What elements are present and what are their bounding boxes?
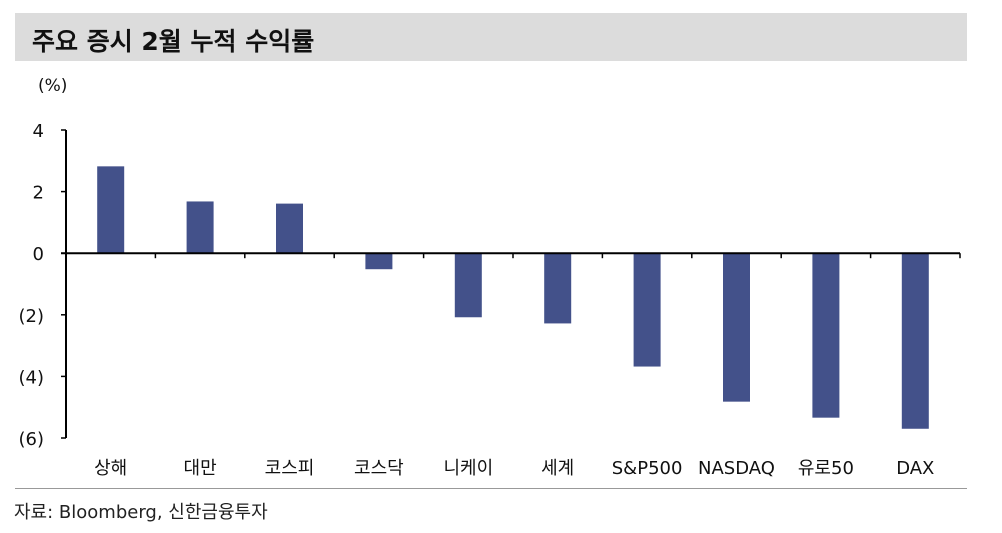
y-tick-label: (2) (19, 306, 45, 327)
bar-대만 (186, 201, 214, 254)
bar-니케이 (454, 253, 482, 318)
bar-S&P500 (633, 253, 661, 367)
x-tick-label: NASDAQ (698, 458, 775, 479)
bar-유로50 (812, 253, 840, 418)
y-tick-label: 4 (33, 121, 44, 142)
x-tick-label: 코스피 (265, 458, 315, 479)
bar-NASDAQ (723, 253, 750, 402)
x-tick-label: 코스닥 (354, 458, 404, 479)
header-bar (15, 13, 967, 61)
bar-코스닥 (365, 253, 393, 270)
y-tick-label: (4) (19, 367, 45, 388)
bar-세계 (544, 253, 572, 324)
divider (15, 488, 967, 489)
x-tick-label: 세계 (541, 458, 574, 479)
y-axis-label: (%) (38, 76, 67, 96)
bar-상해 (97, 166, 125, 254)
x-tick-label: S&P500 (612, 458, 683, 479)
x-tick-label: 유로50 (798, 458, 854, 479)
x-tick-label: 대만 (184, 458, 217, 479)
page-title: 주요 증시 2월 누적 수익률 (32, 27, 315, 56)
source-note: 자료: Bloomberg, 신한금융투자 (14, 502, 268, 523)
y-tick-label: 0 (33, 244, 44, 265)
x-tick-label: DAX (896, 458, 934, 479)
x-tick-label: 니케이 (443, 458, 493, 479)
bar-DAX (901, 253, 929, 429)
y-tick-label: 2 (33, 183, 44, 204)
y-tick-label: (6) (19, 429, 45, 450)
x-tick-label: 상해 (94, 458, 127, 479)
bar-코스피 (276, 203, 303, 254)
